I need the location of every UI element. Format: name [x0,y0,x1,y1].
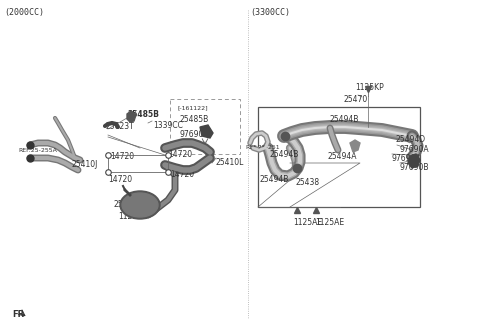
Polygon shape [127,111,136,122]
Ellipse shape [120,191,160,219]
Text: 25494A: 25494A [328,152,358,161]
Text: 25485B: 25485B [127,110,159,119]
Text: 25494B: 25494B [330,115,360,124]
Ellipse shape [122,193,158,217]
Text: 1125AE: 1125AE [293,218,322,227]
Text: REF.25-255A: REF.25-255A [18,148,57,153]
Text: 14720: 14720 [108,175,132,184]
Text: 25494D: 25494D [395,135,425,144]
Text: (2000CC): (2000CC) [4,8,44,17]
Text: 25494B: 25494B [260,175,289,184]
Text: 1125AE: 1125AE [315,218,344,227]
Text: 97690B: 97690B [180,130,209,139]
Text: FR: FR [12,310,24,319]
Text: 14720: 14720 [110,152,134,161]
Text: 25470: 25470 [343,95,367,104]
Text: REF.25-251: REF.25-251 [245,145,280,150]
Text: 25438: 25438 [295,178,319,187]
Polygon shape [200,125,213,138]
Bar [170,99,240,154]
Text: 14720: 14720 [168,150,192,159]
Text: 1125KP: 1125KP [355,83,384,92]
Text: 97690B: 97690B [400,163,430,172]
Polygon shape [350,140,360,152]
Text: [-161122]: [-161122] [178,105,209,110]
Text: 14720: 14720 [170,170,194,179]
Text: 25485B: 25485B [180,115,209,124]
Text: 97690A: 97690A [392,154,421,163]
Text: 1125AD: 1125AD [118,212,148,221]
Text: 1339CC: 1339CC [153,121,183,130]
Text: 25494B: 25494B [269,150,299,159]
Text: (3300CC): (3300CC) [250,8,290,17]
Polygon shape [408,154,420,168]
Text: 25620D: 25620D [113,200,143,209]
Bar [258,107,420,207]
Text: 25410J: 25410J [72,160,98,169]
Text: 97690A: 97690A [400,145,430,154]
Text: 25410L: 25410L [215,158,243,167]
Text: 25623T: 25623T [105,122,134,131]
